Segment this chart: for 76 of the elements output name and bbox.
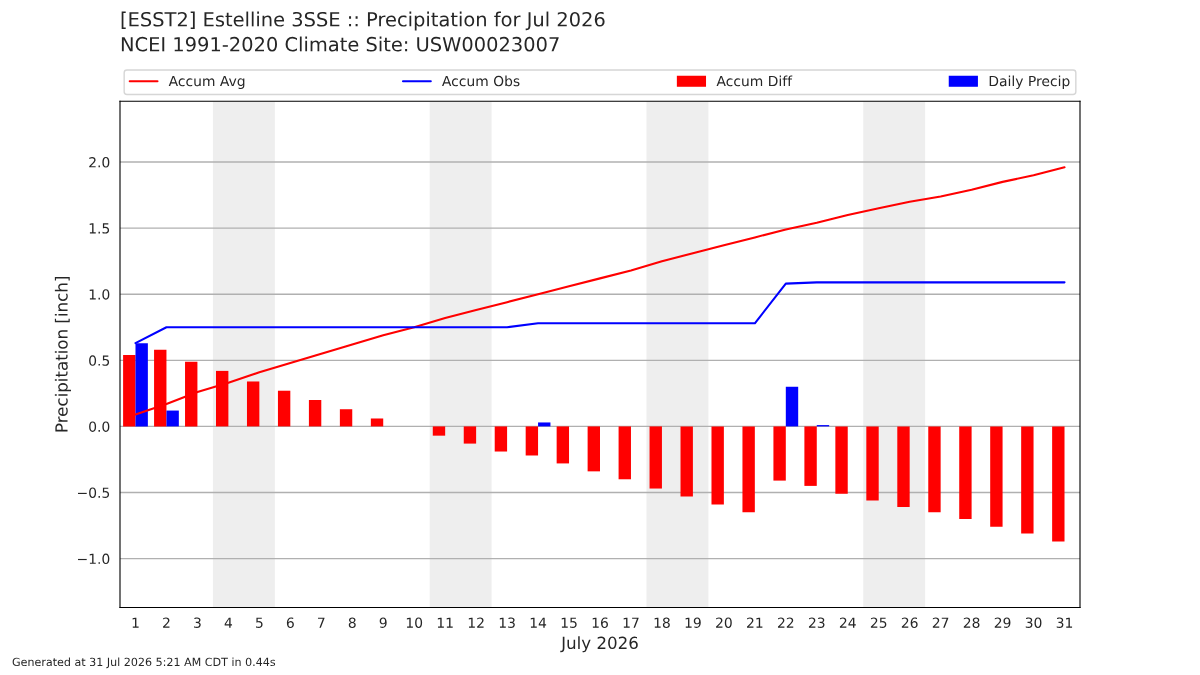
x-tick-label: 2 xyxy=(163,617,170,628)
bar xyxy=(370,418,384,427)
x-tick-label: 20 xyxy=(716,617,732,628)
bar xyxy=(742,426,755,513)
x-tick-label: 25 xyxy=(870,617,887,628)
bar xyxy=(649,426,662,489)
x-tick-label: 24 xyxy=(839,617,856,628)
x-tick-label: 31 xyxy=(1056,617,1073,628)
bar xyxy=(897,426,910,508)
bar xyxy=(711,426,724,505)
bar xyxy=(538,422,551,427)
bar xyxy=(835,426,848,494)
y-tick-label: −0.5 xyxy=(78,487,110,498)
x-tick-label: 14 xyxy=(530,617,547,628)
bar xyxy=(587,426,600,472)
x-tick-label: 23 xyxy=(808,617,825,628)
bar xyxy=(1021,426,1034,534)
bar xyxy=(785,386,799,427)
bar xyxy=(928,426,941,513)
text: Generated at 31 Jul 2026 5:21 AM CDT in 0.44s xyxy=(12,657,276,669)
bar xyxy=(680,426,693,497)
y-tick-label: −1.0 xyxy=(78,553,110,565)
bar xyxy=(246,381,260,427)
x-tick-label: 30 xyxy=(1025,617,1042,628)
chart-title: [ESST2] Estelline 3SSE :: Precipitation for Jul 2026 xyxy=(121,11,605,31)
x-tick-label: 8 xyxy=(348,617,356,628)
bar xyxy=(494,426,508,452)
legend-label: Accum Avg xyxy=(168,75,245,89)
chart-subtitle: NCEI 1991-2020 Climate Site: USW00023007 xyxy=(121,36,559,52)
x-tick-label: 6 xyxy=(286,617,294,628)
x-tick-label: 11 xyxy=(437,617,453,628)
x-tick-label: 27 xyxy=(932,617,949,628)
bar xyxy=(804,426,817,486)
x-tick-label: 19 xyxy=(685,617,701,628)
x-tick-label: 5 xyxy=(256,617,263,628)
x-tick-label: 4 xyxy=(224,617,233,628)
bar xyxy=(432,426,446,436)
legend-label: Daily Precip xyxy=(989,75,1070,89)
x-tick-label: 3 xyxy=(194,617,201,628)
x-tick-label: 29 xyxy=(994,617,1011,628)
y-tick-label: 0.5 xyxy=(89,355,110,366)
y-tick-label: 1.5 xyxy=(89,223,110,234)
y-tick-label: 0.0 xyxy=(89,421,110,432)
x-tick-label: 22 xyxy=(777,617,794,628)
y-tick-label: 2.0 xyxy=(89,157,110,168)
x-tick-label: 9 xyxy=(379,617,387,628)
x-tick-label: 1 xyxy=(132,617,139,628)
x-tick-label: 21 xyxy=(747,617,763,628)
bar xyxy=(618,426,631,480)
bar xyxy=(525,426,539,456)
y-tick-label: 1.0 xyxy=(89,289,110,300)
x-tick-label: 26 xyxy=(901,617,918,628)
x-tick-label: 7 xyxy=(318,617,325,628)
y-axis-title: Precipitation [inch] xyxy=(54,277,71,432)
bar xyxy=(308,399,322,427)
x-tick-label: 10 xyxy=(406,617,423,628)
legend-label: Accum Obs xyxy=(442,75,520,87)
x-tick-label: 16 xyxy=(592,617,608,628)
x-tick-label: 28 xyxy=(963,617,980,628)
bar xyxy=(556,426,570,464)
bar xyxy=(339,409,353,427)
bar xyxy=(463,426,477,444)
x-axis-title: July 2026 xyxy=(560,636,638,653)
x-tick-label: 17 xyxy=(623,617,639,628)
bar xyxy=(866,426,879,501)
x-tick-label: 15 xyxy=(561,617,577,628)
bar xyxy=(166,410,179,427)
bar xyxy=(990,426,1003,527)
bar xyxy=(277,390,291,427)
bar xyxy=(1052,426,1065,542)
x-tick-label: 18 xyxy=(654,617,670,628)
bar xyxy=(773,426,786,481)
x-tick-label: 12 xyxy=(468,617,484,628)
bar xyxy=(959,426,972,519)
x-tick-label: 13 xyxy=(499,617,515,628)
legend-label: Accum Diff xyxy=(716,75,793,87)
